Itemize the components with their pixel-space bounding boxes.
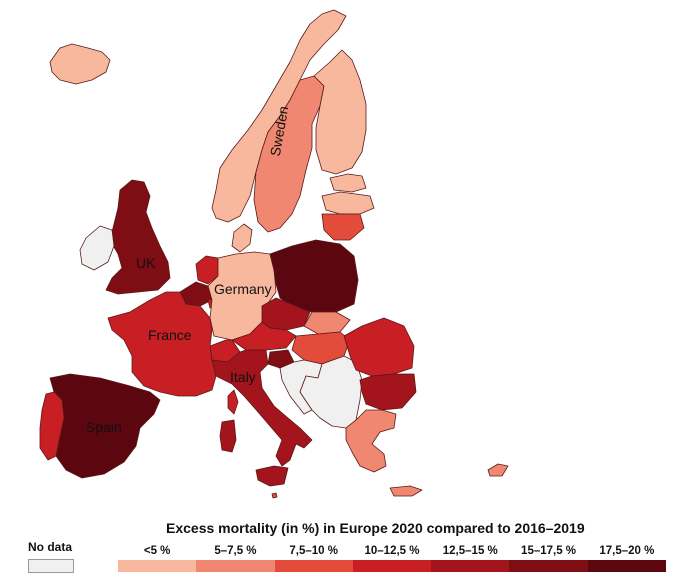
legend-item-label: 15–17,5 %: [521, 545, 577, 557]
legend-item: 12,5–15 %: [431, 545, 510, 575]
legend-item-label: 10–12,5 %: [364, 545, 420, 557]
region-ireland: [79, 225, 115, 271]
legend-item-label: 5–7,5 %: [214, 545, 257, 557]
region-greece: [345, 409, 397, 473]
legend-scale: <5 % 5–7,5 % 7,5–10 % 10–12,5 % 12,5–15 …: [118, 545, 666, 575]
legend-item: 7,5–10 %: [274, 545, 353, 575]
region-cyprus: [487, 463, 509, 477]
map-svg: Sweden UK Germany France Italy Spain: [39, 9, 509, 499]
legend-item: 15–17,5 %: [509, 545, 588, 575]
region-uk: [105, 179, 171, 295]
region-sweden: [253, 75, 325, 233]
region-portugal: [39, 391, 65, 461]
region-estonia: [329, 173, 367, 193]
legend-swatch: [196, 560, 275, 572]
legend-item-label: 12,5–15 %: [442, 545, 498, 557]
region-slovakia: [303, 311, 351, 335]
legend-item-label: 7,5–10 %: [289, 545, 338, 557]
legend-item: 5–7,5 %: [196, 545, 275, 575]
label-germany: Germany: [214, 281, 272, 297]
label-spain: Spain: [86, 419, 122, 435]
region-norway: [211, 9, 347, 223]
legend-swatch: [431, 560, 510, 572]
legend-swatch: [509, 560, 588, 572]
region-crete: [389, 485, 423, 497]
legend-item: 17,5–20 %: [587, 545, 666, 575]
legend-item: 10–12,5 %: [352, 545, 432, 575]
region-sicily: [255, 465, 289, 487]
region-italy: [211, 349, 313, 467]
legend-item-label: <5 %: [143, 545, 171, 557]
legend-title: Excess mortality (in %) in Europe 2020 c…: [166, 520, 585, 536]
legend-item: <5 %: [118, 545, 197, 575]
region-malta: [271, 492, 278, 499]
region-france: [107, 291, 217, 397]
europe-map: Sweden UK Germany France Italy Spain: [39, 9, 509, 499]
legend-no-data-swatch: [28, 559, 74, 573]
region-lithuania: [321, 213, 365, 241]
label-france: France: [148, 327, 192, 343]
region-latvia: [321, 191, 375, 215]
region-corsica: [227, 389, 239, 415]
region-iceland: [49, 43, 111, 85]
legend-swatch: [274, 560, 353, 572]
legend-item-label: 17,5–20 %: [599, 545, 655, 557]
region-sardinia: [219, 419, 237, 453]
label-uk: UK: [136, 255, 156, 271]
region-finland: [313, 49, 367, 175]
region-denmark: [231, 223, 253, 253]
region-bulgaria: [359, 373, 417, 411]
label-italy: Italy: [230, 369, 256, 385]
region-poland: [269, 239, 359, 313]
region-romania: [343, 317, 415, 377]
legend-swatch: [352, 560, 432, 572]
legend-swatch: [587, 560, 666, 572]
legend-no-data-label: No data: [28, 540, 73, 554]
legend-swatch: [118, 560, 197, 572]
